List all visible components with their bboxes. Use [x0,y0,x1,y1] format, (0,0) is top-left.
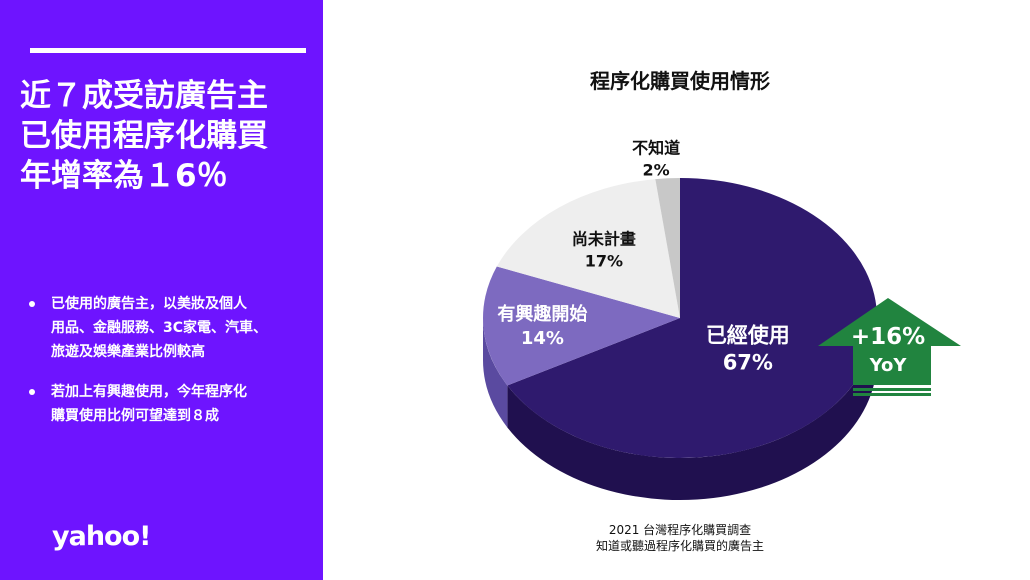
slice-label: 尚未計畫 [572,229,636,248]
yoy-label: YoY [869,355,908,376]
pie-slice [496,179,680,318]
slice-label: 不知道 [632,139,680,158]
headline: 近７成受訪廣告主 已使用程序化購買 年增率為１6％ [20,76,320,196]
arrow-stripe [853,388,931,391]
slice-label: 有興趣開始 [497,303,587,325]
bullet-dot-icon [29,389,35,395]
slice-value-label: 14% [521,328,564,349]
left-panel: 近７成受訪廣告主 已使用程序化購買 年增率為１6％ 已使用的廣告主，以美妝及個人… [0,0,323,580]
pie-tops [483,178,877,459]
pie-slice [483,266,680,386]
source-line: 2021 台灣程序化購買調查 [608,523,752,537]
slice-value-label: 17% [585,251,623,270]
headline-line: 年增率為１6％ [20,158,228,194]
divider [30,48,306,53]
pie-slice [507,178,877,459]
pie-side [507,318,877,500]
pie-labels: 已經使用 67% 有興趣開始 14% 尚未計畫 17% 不知道 2% [497,139,789,375]
bullet-dot-icon [29,301,35,307]
source-note: 2021 台灣程序化購買調查 知道或聽過程序化購買的廣告主 [560,522,800,554]
bullet-item: 已使用的廣告主，以美妝及個人 用品、金融服務、3C家電、汽車、 旅遊及娛樂產業比… [26,292,316,364]
headline-line: 近７成受訪廣告主 [20,78,268,114]
slice-value-label: 67% [723,351,773,375]
yahoo-logo: yahoo! [52,521,151,552]
headline-line: 已使用程序化購買 [20,118,268,154]
chart-title: 程序化購買使用情形 [590,69,770,93]
bullet-line: 旅遊及娛樂產業比例較高 [51,344,205,360]
source-line: 知道或聽過程序化購買的廣告主 [595,539,764,553]
slice-label: 已經使用 [706,324,790,348]
pie-chart: 已經使用 67% 有興趣開始 14% 尚未計畫 17% 不知道 2% +16% YoY [483,139,961,500]
pie-sides [483,318,877,500]
bullet-item: 若加上有興趣使用，今年程序化 購買使用比例可望達到８成 [26,380,316,428]
up-arrow-icon [818,298,961,385]
bullet-line: 用品、金融服務、3C家電、汽車、 [51,320,268,336]
pie-slice [655,178,680,318]
arrow-stripe [853,393,931,396]
yoy-badge: +16% YoY [818,298,961,396]
bullet-line: 已使用的廣告主，以美妝及個人 [51,296,247,312]
bullet-list: 已使用的廣告主，以美妝及個人 用品、金融服務、3C家電、汽車、 旅遊及娛樂產業比… [26,292,316,444]
pie-side [483,318,508,428]
bullet-line: 購買使用比例可望達到８成 [51,408,219,424]
yoy-value: +16% [851,324,925,350]
slice-value-label: 2% [643,161,670,180]
bullet-line: 若加上有興趣使用，今年程序化 [51,384,247,400]
